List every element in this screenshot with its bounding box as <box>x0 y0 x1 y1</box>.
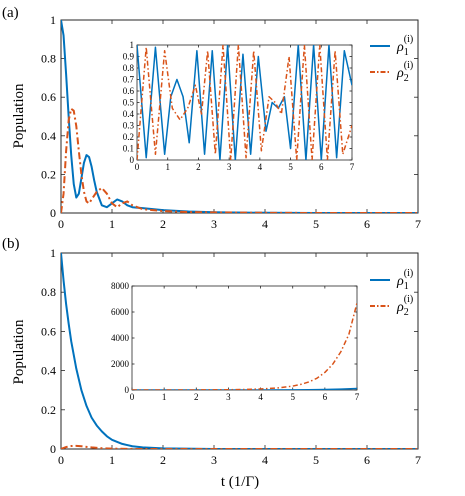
x-tick-label: 2 <box>194 392 199 402</box>
legend-sub: 2 <box>404 307 409 318</box>
y-tick-label: 0 <box>130 155 135 165</box>
x-tick-label: 7 <box>350 162 355 172</box>
y-tick-label: 0.2 <box>41 167 56 181</box>
x-tick-label: 6 <box>364 453 370 467</box>
x-tick-label: 3 <box>226 392 231 402</box>
y-tick-label: 0.8 <box>41 285 56 299</box>
y-tick-label: 4000 <box>111 333 130 343</box>
series-line-1 <box>137 45 352 160</box>
x-tick-label: 4 <box>258 162 263 172</box>
x-tick-label: 5 <box>290 392 295 402</box>
y-tick-label: 2000 <box>111 359 130 369</box>
y-tick-label: 0.6 <box>41 90 56 104</box>
series-line-2 <box>132 302 357 390</box>
y-tick-label: 0.3 <box>123 121 135 131</box>
y-tick-label: 0.5 <box>123 98 135 108</box>
x-tick-label: 2 <box>160 453 166 467</box>
x-tick-label: 6 <box>319 162 324 172</box>
panel-label-a: (a) <box>2 5 19 21</box>
series-line-2 <box>137 45 352 160</box>
x-tick-label: 1 <box>165 162 170 172</box>
series-line-2 <box>61 107 418 213</box>
x-tick-label: 6 <box>364 217 370 231</box>
legend-sub: 1 <box>404 281 409 292</box>
legend-sub: 2 <box>404 73 409 84</box>
x-tick-label: 7 <box>355 392 360 402</box>
y-tick-label: 8000 <box>111 281 130 291</box>
series-line-2 <box>61 444 418 449</box>
legend-sup: (i) <box>404 34 413 45</box>
legend-sub: 1 <box>404 47 409 58</box>
y-axis-label-top: Population <box>11 83 27 149</box>
chart-a-inset: 0 1 2 3 4 5 6 7 00.1 0.20.3 0.40.5 0.60.7 0.80.9 1 <box>123 40 355 172</box>
x-tick-label: 7 <box>415 453 421 467</box>
x-tick-label: 6 <box>323 392 328 402</box>
x-tick-label: 5 <box>313 453 319 467</box>
x-tick-label: 4 <box>262 217 268 231</box>
legend-sup: (i) <box>404 60 413 71</box>
x-tick-label: 2 <box>196 162 201 172</box>
legend-sup: (i) <box>404 294 413 305</box>
y-tick-label: 0.8 <box>41 52 56 66</box>
y-tick-label: 0.4 <box>123 109 135 119</box>
y-tick-label: 1 <box>50 13 56 27</box>
y-axis-label-bottom: Population <box>11 319 27 385</box>
x-tick-label: 0 <box>135 162 140 172</box>
y-tick-label: 0.8 <box>123 63 135 73</box>
x-tick-label: 0 <box>130 392 135 402</box>
y-tick-label: 1 <box>130 40 135 50</box>
x-tick-label: 2 <box>160 217 166 231</box>
y-tick-label: 0.2 <box>41 403 56 417</box>
y-tick-label: 0.7 <box>123 75 135 85</box>
y-tick-label: 0.2 <box>123 132 134 142</box>
y-tick-label: 0.9 <box>123 52 135 62</box>
y-tick-label: 0.4 <box>41 129 56 143</box>
x-tick-label: 7 <box>415 217 421 231</box>
x-tick-label: 0 <box>58 453 64 467</box>
x-tick-label: 5 <box>288 162 293 172</box>
series-line-1 <box>132 387 357 390</box>
y-tick-label: 0.4 <box>41 364 56 378</box>
y-tick-label: 0.6 <box>123 86 135 96</box>
y-tick-label: 6000 <box>111 307 130 317</box>
series-line-1 <box>61 20 418 213</box>
y-tick-label: 0 <box>50 442 56 456</box>
panel-label-b: (b) <box>2 236 20 252</box>
y-tick-label: 0 <box>125 385 130 395</box>
plot-frame <box>131 285 358 391</box>
series-line-1 <box>61 253 418 449</box>
x-tick-label: 0 <box>58 217 64 231</box>
y-tick-label: 1 <box>50 246 56 260</box>
x-tick-label: 5 <box>313 217 319 231</box>
y-tick-label: 0 <box>50 206 56 220</box>
x-tick-label: 3 <box>211 217 217 231</box>
x-tick-label: 1 <box>109 217 115 231</box>
x-tick-label: 3 <box>227 162 232 172</box>
charts-layer: 0 1 2 3 4 5 6 700.20.40.60.810 1 2 3 4 5 6 700.10.20.3… <box>41 13 421 467</box>
x-tick-label: 1 <box>109 453 115 467</box>
x-tick-label: 3 <box>211 453 217 467</box>
x-tick-label: 4 <box>262 453 268 467</box>
chart-b-inset: 0 1 2 3 4 5 6 7 0 2000 4000 6000 8000 <box>111 281 360 402</box>
x-axis-label: t (1/Γ) <box>221 474 259 490</box>
y-tick-label: 0.6 <box>41 324 56 338</box>
y-tick-label: 0.1 <box>123 144 134 154</box>
x-tick-label: 4 <box>258 392 263 402</box>
legend-sup: (i) <box>404 268 413 279</box>
x-tick-label: 1 <box>162 392 167 402</box>
